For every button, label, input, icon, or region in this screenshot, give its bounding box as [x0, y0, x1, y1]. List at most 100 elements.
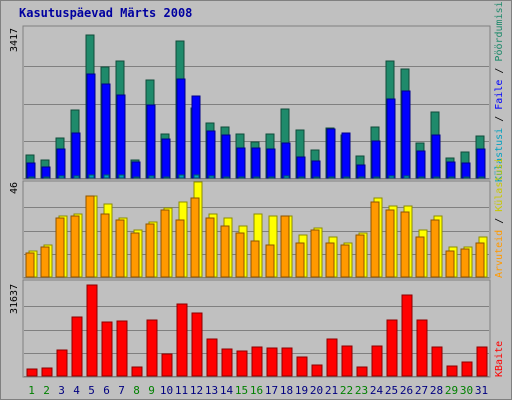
- bar-faile-31: [476, 148, 486, 179]
- legend-sep-3: /: [494, 212, 505, 230]
- x-label-27: 27: [415, 384, 428, 397]
- legend-faile: Faile: [494, 80, 505, 110]
- x-label-18: 18: [280, 384, 293, 397]
- x-label-29: 29: [445, 384, 458, 397]
- bar-arvuteid-22: [340, 244, 350, 278]
- bar-kbaite-19: [296, 356, 308, 377]
- bar-faile-10: [161, 138, 171, 179]
- x-label-19: 19: [295, 384, 308, 397]
- bar-kbaite-10: [161, 353, 173, 377]
- bar-arvuteid-16: [250, 240, 260, 278]
- bar-faile-6: [101, 83, 111, 179]
- bar-arvuteid-26: [400, 211, 410, 278]
- x-label-14: 14: [220, 384, 234, 397]
- bar-arvuteid-3: [55, 217, 65, 278]
- bar-kbaite-22: [341, 345, 353, 377]
- x-label-21: 21: [325, 384, 338, 397]
- bar-arvuteid-29: [445, 250, 455, 278]
- bar-faile-4: [71, 132, 81, 179]
- bar-külastusi-23: [358, 176, 365, 179]
- bar-arvuteid-2: [40, 246, 50, 278]
- bar-külastusi-2: [43, 176, 50, 179]
- ytick-top: 3417: [9, 28, 20, 52]
- bar-faile-22: [341, 132, 351, 179]
- bars-top: [25, 34, 486, 179]
- bar-külastusi-16: [253, 176, 260, 179]
- bar-arvuteid-17: [265, 244, 275, 278]
- bar-faile-14: [221, 134, 231, 179]
- bar-kbaite-11: [176, 303, 188, 377]
- bar-arvuteid-5: [85, 195, 95, 278]
- x-label-28: 28: [430, 384, 443, 397]
- legend-kylastusi-top: Külastusi: [494, 128, 505, 182]
- bar-arvuteid-19: [295, 242, 305, 278]
- bar-kbaite-21: [326, 338, 338, 377]
- x-label-6: 6: [103, 384, 110, 397]
- bar-arvuteid-31: [475, 242, 485, 278]
- bar-külastusi-14: [223, 176, 230, 179]
- bar-arvuteid-14: [220, 225, 230, 278]
- x-label-15: 15: [235, 384, 248, 397]
- ytick-bottom: 31637: [9, 284, 20, 314]
- x-label-22: 22: [340, 384, 353, 397]
- bar-arvuteid-6: [100, 213, 110, 278]
- bar-kbaite-12: [191, 312, 203, 377]
- bar-faile-5: [86, 73, 96, 179]
- bar-kbaite-9: [146, 319, 158, 377]
- bar-külastusi-19: [298, 176, 305, 179]
- bar-kbaite-5: [86, 284, 98, 377]
- bar-faile-9: [146, 104, 156, 179]
- legend-poordumisi: Pöördumisi: [494, 1, 505, 61]
- bar-kbaite-23: [356, 366, 368, 377]
- legend-sep-2: /: [494, 62, 505, 80]
- bar-kbaite-25: [386, 319, 398, 377]
- bar-kbaite-27: [416, 319, 428, 377]
- bar-arvuteid-4: [70, 215, 80, 278]
- bar-faile-26: [401, 90, 411, 179]
- x-label-16: 16: [250, 384, 263, 397]
- bar-kbaite-18: [281, 347, 293, 377]
- bar-külastusi-18: [283, 175, 290, 179]
- bar-faile-15: [236, 147, 246, 179]
- bar-külastusi-10: [163, 176, 170, 179]
- bar-külastusi-1: [28, 176, 35, 179]
- bar-arvuteid-10: [160, 209, 170, 278]
- bar-kbaite-14: [221, 348, 233, 377]
- bar-kbaite-30: [461, 361, 473, 377]
- bar-faile-30: [461, 162, 471, 179]
- x-label-7: 7: [118, 384, 125, 397]
- bar-külastusi-25: [388, 175, 395, 179]
- chart-title: Kasutuspäevad Märts 2008: [19, 6, 192, 20]
- bar-faile-29: [446, 161, 456, 179]
- bar-faile-25: [386, 98, 396, 179]
- bar-külastusi-6: [103, 174, 110, 179]
- bar-kbaite-13: [206, 338, 218, 377]
- bar-faile-23: [356, 164, 366, 179]
- bar-faile-1: [26, 162, 36, 179]
- ytick-middle: 46: [9, 182, 20, 194]
- bar-külastusi-11: [178, 174, 185, 179]
- bar-kbaite-3: [56, 349, 68, 377]
- bar-kbaite-31: [476, 346, 488, 377]
- bar-külastusi-28: [433, 176, 440, 179]
- bar-kbaite-15: [236, 350, 248, 377]
- bars-bottom: [26, 284, 488, 377]
- bar-faile-2: [41, 166, 51, 179]
- x-label-30: 30: [460, 384, 473, 397]
- legend-bottom: KBaite: [494, 341, 505, 377]
- bar-arvuteid-1: [25, 252, 35, 278]
- bar-arvuteid-7: [115, 219, 125, 278]
- bar-külastusi-21: [328, 176, 335, 179]
- bar-faile-27: [416, 150, 426, 179]
- legend-top: Külastusi / Faile / Pöördumisi: [494, 1, 505, 182]
- bar-külastusi-31: [478, 176, 485, 179]
- bar-faile-3: [56, 148, 66, 179]
- x-label-25: 25: [385, 384, 398, 397]
- x-label-12: 12: [190, 384, 203, 397]
- bar-kbaite-7: [116, 320, 128, 377]
- bar-faile-8: [131, 161, 141, 179]
- x-label-2: 2: [43, 384, 50, 397]
- bar-faile-20: [311, 160, 321, 179]
- bar-arvuteid-11: [175, 219, 185, 278]
- bar-faile-18: [281, 142, 291, 179]
